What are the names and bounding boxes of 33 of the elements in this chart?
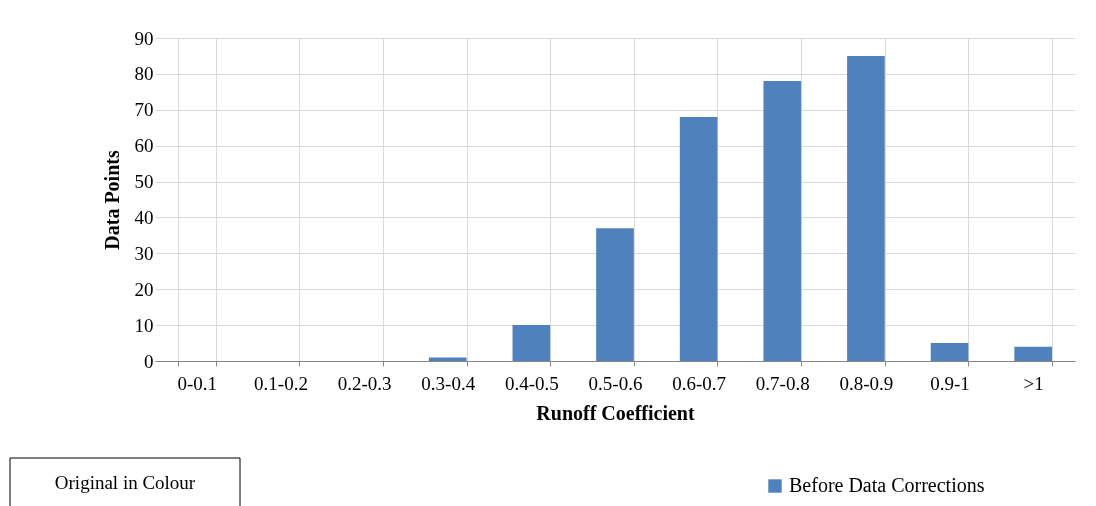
x-tick-label: 0.5-0.6 bbox=[588, 372, 643, 394]
y-tick-label: 40 bbox=[134, 206, 154, 228]
y-tick-label: 80 bbox=[134, 63, 154, 85]
x-axis-title: Runoff Coefficient bbox=[536, 401, 695, 424]
x-tick-label: 0.7-0.8 bbox=[755, 372, 810, 394]
x-tick-label: 0.6-0.7 bbox=[672, 372, 727, 394]
legend-label: Before Data Corrections bbox=[789, 474, 985, 496]
x-tick-label: 0.8-0.9 bbox=[839, 372, 894, 394]
bar bbox=[847, 55, 885, 361]
x-tick-label: 0.3-0.4 bbox=[421, 372, 476, 394]
x-tick-label: >1 bbox=[1023, 372, 1044, 394]
y-tick-label: 60 bbox=[134, 135, 154, 157]
x-tick-label: 0-0.1 bbox=[177, 372, 218, 394]
x-tick-label: 0.1-0.2 bbox=[254, 372, 308, 394]
y-tick-label: 90 bbox=[134, 27, 154, 49]
x-tick-label: 0.4-0.5 bbox=[504, 372, 559, 394]
bar bbox=[596, 228, 634, 361]
text: Original in Colour bbox=[54, 472, 196, 493]
x-tick-label: 0.2-0.3 bbox=[337, 372, 392, 394]
bar bbox=[1014, 346, 1052, 361]
bar bbox=[428, 357, 467, 361]
y-tick-label: 70 bbox=[134, 99, 154, 121]
y-tick-label: 0 bbox=[144, 350, 154, 372]
y-tick-label: 20 bbox=[134, 278, 154, 300]
y-tick-label: 30 bbox=[134, 242, 154, 264]
bar bbox=[763, 81, 802, 361]
y-tick-label: 50 bbox=[134, 171, 154, 193]
x-tick-label: 0.9-1 bbox=[930, 372, 970, 394]
bar bbox=[679, 116, 718, 361]
bar bbox=[930, 343, 969, 361]
bar bbox=[512, 325, 551, 361]
y-tick-label: 10 bbox=[134, 314, 154, 336]
y-axis-title: Data Points bbox=[100, 150, 123, 250]
